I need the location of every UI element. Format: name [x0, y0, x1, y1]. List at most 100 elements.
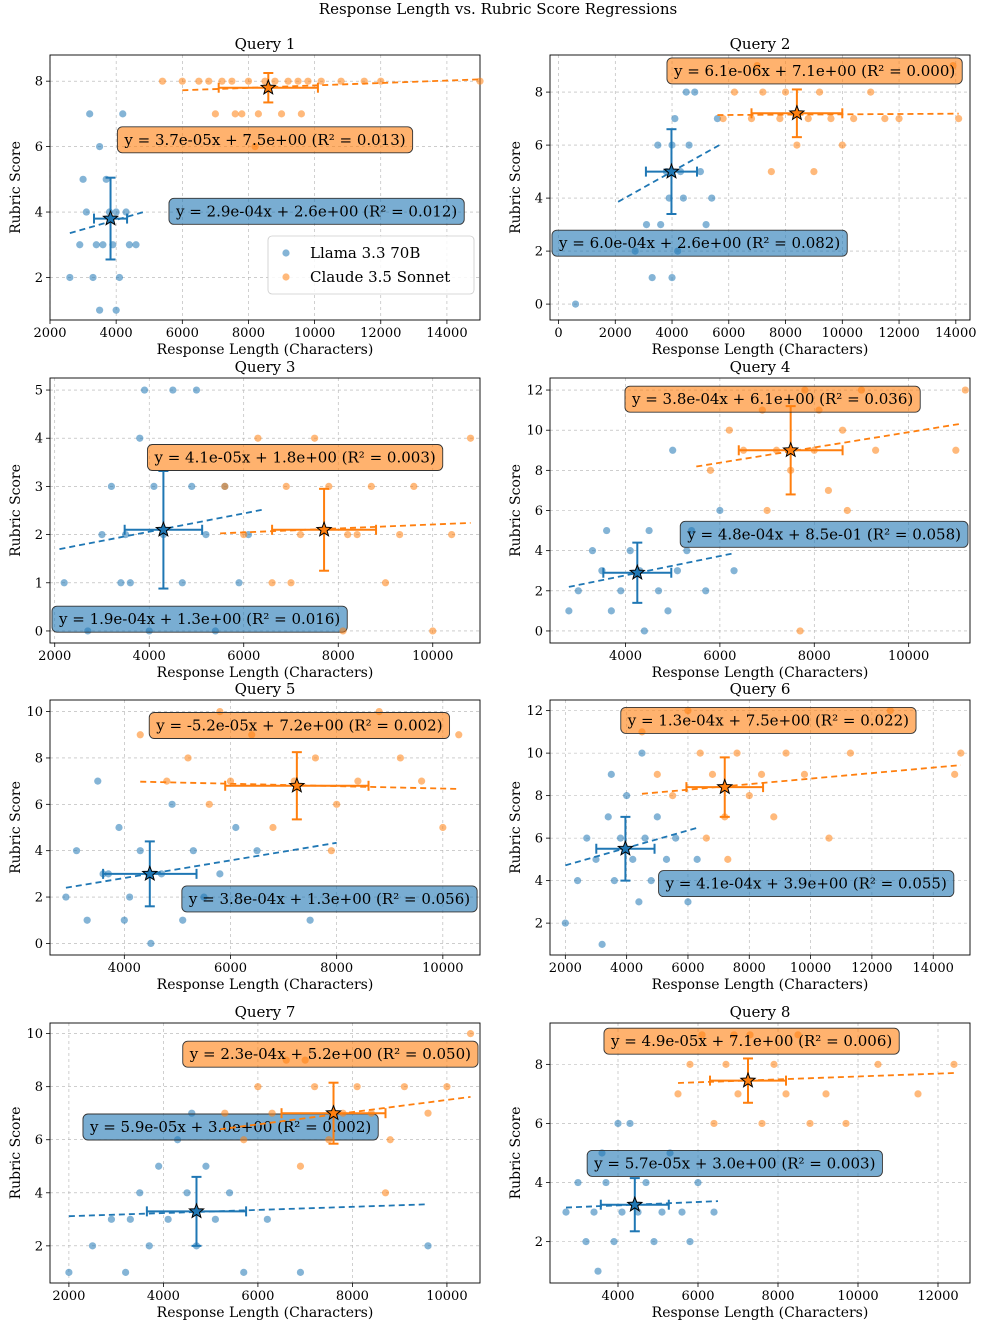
data-point: [107, 482, 116, 491]
x-tick-label: 12000: [917, 1289, 958, 1304]
y-tick-label: 8: [35, 751, 43, 766]
x-tick-label: 2000: [38, 649, 71, 664]
x-tick-label: 2000: [33, 326, 66, 341]
data-point: [952, 446, 960, 454]
mean-star-marker: [141, 865, 159, 882]
data-point: [221, 1109, 229, 1117]
data-point: [679, 194, 687, 202]
equation-label: y = 3.8e-04x + 6.1e+00 (R² = 0.036): [631, 390, 913, 408]
data-point: [96, 143, 104, 151]
series-llama: [561, 749, 701, 948]
regression-line: [677, 1072, 955, 1084]
data-point: [767, 168, 775, 176]
data-point: [827, 115, 835, 123]
data-point: [708, 770, 717, 778]
data-point: [571, 300, 580, 308]
axes-frame: [549, 54, 971, 321]
x-tick-label: 6000: [681, 1289, 714, 1304]
panel-title: Query 7: [235, 1003, 296, 1021]
y-tick-label: 12: [526, 384, 543, 399]
data-point: [268, 1109, 276, 1117]
data-point: [634, 1208, 642, 1216]
x-tick-label: 6000: [712, 326, 745, 341]
panel-query-1: 2000 4000 6000 8000 10000 12000 14000 2 4 6 8 Query…: [8, 35, 484, 358]
data-point: [429, 627, 437, 635]
data-point: [263, 1215, 271, 1223]
data-point: [62, 893, 70, 901]
x-tick-label: 10000: [888, 649, 929, 664]
panel-title: Query 1: [235, 35, 296, 53]
y-tick-label: 4: [35, 432, 43, 447]
data-point: [640, 627, 648, 635]
series-claude: [638, 707, 965, 863]
equation-label: y = 5.7e-05x + 3.0e+00 (R² = 0.003): [593, 1154, 875, 1172]
data-point: [344, 530, 352, 539]
y-tick-label: 2: [35, 528, 43, 543]
data-point: [810, 168, 818, 176]
mean-star-marker: [628, 563, 646, 580]
regression-line: [696, 422, 961, 468]
y-tick-label: 10: [526, 747, 543, 762]
data-point: [88, 1242, 97, 1250]
data-point: [598, 940, 606, 948]
panel-title: Query 4: [730, 358, 791, 376]
equation-box: y = 6.0e-04x + 2.6e+00 (R² = 0.082): [551, 229, 848, 257]
equation-box-bg: [620, 706, 917, 734]
data-point: [72, 847, 81, 855]
y-tick-label: 4: [35, 206, 43, 221]
data-point: [616, 834, 625, 842]
data-point: [294, 77, 302, 85]
data-point: [796, 627, 804, 635]
y-tick-label: 4: [535, 192, 543, 207]
data-point: [696, 168, 705, 176]
data-point: [339, 627, 347, 635]
data-point: [838, 141, 846, 149]
equation-box-bg: [551, 229, 848, 257]
data-point: [759, 88, 767, 96]
data-point: [311, 434, 319, 442]
data-point: [881, 115, 889, 123]
y-axis-label: Rubric Score: [508, 464, 524, 557]
data-point: [713, 115, 722, 123]
x-axis-label: Response Length (Characters): [157, 342, 374, 358]
panel-title: Query 2: [730, 35, 791, 53]
data-point: [673, 567, 682, 575]
data-point: [758, 1119, 766, 1128]
regression-line: [565, 826, 698, 867]
data-point: [381, 1189, 390, 1197]
data-point: [117, 579, 125, 587]
equation-box-bg: [679, 520, 969, 548]
data-point: [647, 877, 655, 885]
data-point: [683, 547, 691, 555]
y-tick-label: 2: [535, 917, 543, 932]
regression-line: [68, 1203, 429, 1218]
data-point: [132, 241, 140, 249]
data-point: [685, 141, 693, 149]
data-point: [642, 1178, 650, 1187]
data-point: [125, 241, 133, 249]
x-tick-label: 4000: [133, 649, 166, 664]
x-tick-label: 8000: [322, 649, 355, 664]
data-point: [184, 754, 192, 762]
data-point: [850, 115, 858, 123]
data-point: [221, 482, 229, 491]
data-point: [115, 273, 124, 282]
data-point: [333, 800, 341, 808]
x-tick-label: 14000: [913, 961, 954, 976]
x-tick-label: 10000: [422, 961, 463, 976]
data-point: [205, 800, 213, 808]
x-tick-label: 6000: [214, 961, 247, 976]
data-point: [710, 1208, 718, 1216]
x-tick-label: 8000: [761, 1289, 794, 1304]
data-point: [287, 579, 295, 587]
grid: [550, 55, 970, 320]
y-tick-label: 6: [35, 140, 43, 155]
data-point: [231, 110, 239, 118]
y-tick-label: 5: [35, 384, 43, 399]
x-tick-label: 8000: [769, 326, 802, 341]
data-point: [66, 273, 74, 282]
data-point: [168, 800, 176, 808]
y-tick-label: 1: [35, 576, 43, 591]
data-point: [747, 115, 756, 123]
x-tick-label: 4000: [147, 1289, 180, 1304]
